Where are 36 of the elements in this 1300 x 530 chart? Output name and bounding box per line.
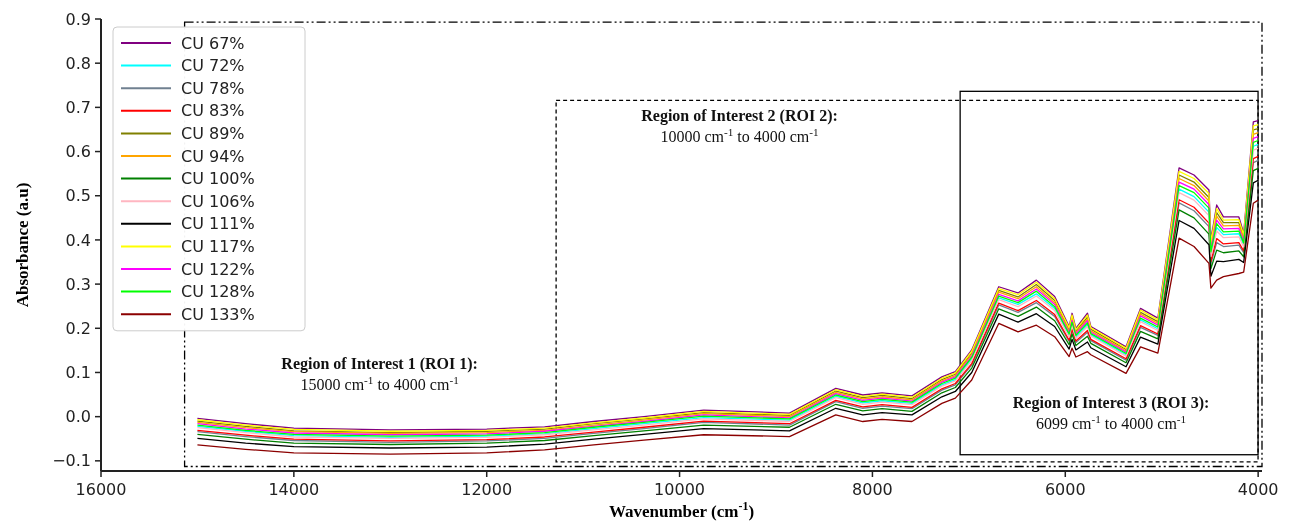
legend-label: CU 106% [181, 191, 255, 211]
x-axis-title: Wavenumber (cm$^{-1}$) [608, 499, 755, 521]
annotation: Region of Interest 1 (ROI 1): 15000 cm$^{-1}$ to 4000 cm$^{-1}$ [281, 355, 478, 394]
legend-label: CU 117% [181, 237, 255, 256]
legend-label: CU 100% [181, 169, 255, 189]
y-tick-label: 0.0 [65, 407, 91, 427]
y-tick-label: 0.9 [65, 9, 91, 29]
legend-label: CU 128% [181, 282, 255, 302]
y-tick-label: 0.3 [65, 274, 91, 294]
legend-label: CU 133% [181, 304, 255, 324]
y-tick-label: 0.1 [65, 363, 91, 383]
legend-label: CU 72% [181, 56, 245, 76]
y-tick-label: 0.8 [65, 53, 91, 73]
legend-label: CU 94% [181, 146, 245, 166]
y-tick-label: 0.7 [65, 97, 91, 117]
y-tick-label: −0.1 [52, 451, 91, 471]
x-tick-label: 10000 [654, 480, 706, 499]
x-tick-label: 8000 [852, 480, 893, 499]
y-tick-label: 0.4 [65, 230, 91, 250]
x-tick-label: 6000 [1044, 480, 1086, 499]
y-axis-title: Absorbance (a.u) [13, 182, 32, 308]
x-tick-label: 16000 [75, 480, 127, 499]
x-tick-label: 4000 [1237, 480, 1279, 499]
legend-label: CU 83% [181, 101, 245, 121]
y-tick-label: 0.2 [65, 318, 91, 338]
annotation: Region of Interest 2 (ROI 2): 10000 cm$^{-1}$ to 4000 cm$^{-1}$ [641, 106, 838, 145]
y-tick-label: 0.6 [65, 142, 91, 162]
y-tick-label: 0.5 [65, 186, 91, 206]
legend-label: CU 67% [181, 33, 245, 53]
x-tick-label: 12000 [461, 480, 513, 499]
annotation: Region of Interest 3 (ROI 3): 6099 cm$^{-1}$ to 4000 cm$^{-1}$ [1012, 393, 1210, 432]
legend-label: CU 78% [181, 78, 245, 98]
x-tick-label: 14000 [268, 480, 320, 499]
legend-label: CU 111% [181, 214, 255, 234]
legend-label: CU 122% [181, 259, 255, 279]
legend-label: CU 89% [181, 124, 245, 143]
